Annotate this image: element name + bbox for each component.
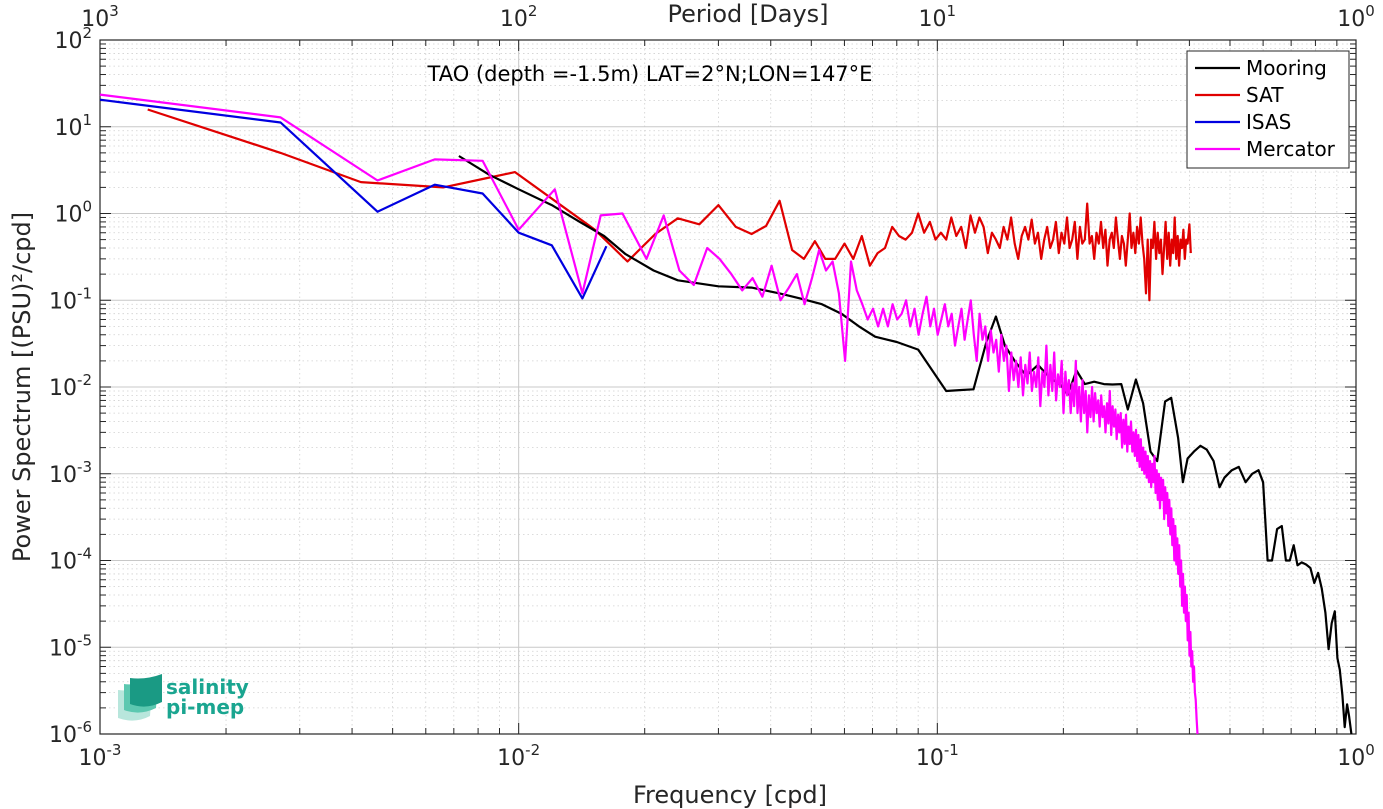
series-line-mooring: [458, 155, 1353, 735]
tick-base: 10: [79, 746, 107, 771]
tick-exponent: -5: [77, 631, 92, 649]
x-tick-label: 100: [1337, 741, 1375, 771]
series-line-mercator: [99, 93, 1199, 735]
y-tick-label: 10-3: [49, 458, 92, 488]
x-tick-label: 10-1: [916, 741, 959, 771]
logo-line-2: pi-mep: [166, 695, 244, 719]
tick-base: 10: [1337, 7, 1365, 32]
y-tick-label: 102: [54, 24, 92, 54]
series-line-sat: [147, 108, 1192, 302]
tick-exponent: 3: [109, 2, 119, 20]
series-layer: [99, 93, 1353, 735]
y-tick-label: 101: [54, 111, 92, 141]
tick-exponent: 1: [947, 2, 957, 20]
legend-label-sat: SAT: [1246, 83, 1284, 107]
tick-exponent: 0: [1365, 741, 1375, 759]
tick-exponent: 0: [82, 198, 92, 216]
y-tick-label: 10-1: [49, 284, 92, 314]
logo-line-1: salinity: [166, 675, 249, 699]
tick-base: 10: [81, 7, 109, 32]
tick-base: 10: [500, 7, 528, 32]
tick-exponent: 1: [82, 111, 92, 129]
tick-base: 10: [919, 7, 947, 32]
tick-base: 10: [49, 550, 77, 575]
tick-base: 10: [54, 29, 82, 54]
salinity-pi-mep-logo: salinity pi-mep: [118, 674, 249, 721]
tick-exponent: -2: [77, 371, 92, 389]
x-tick-label: 10-3: [79, 741, 122, 771]
y-tick-label: 10-2: [49, 371, 92, 401]
tick-exponent: 2: [82, 24, 92, 42]
tick-exponent: -1: [77, 284, 92, 302]
tick-exponent: 0: [1365, 2, 1375, 20]
tick-exponent: -4: [77, 545, 92, 563]
series-line-isas: [99, 98, 608, 300]
legend-label-mercator: Mercator: [1246, 137, 1336, 161]
x-axis-label: Frequency [cpd]: [633, 781, 827, 809]
tick-exponent: -1: [944, 741, 959, 759]
tick-exponent: -3: [107, 741, 122, 759]
y-tick-label: 100: [54, 198, 92, 228]
top-x-tick-label: 100: [1337, 2, 1375, 32]
x-tick-label: 10-2: [497, 741, 540, 771]
tick-exponent: 2: [528, 2, 538, 20]
legend-label-mooring: Mooring: [1246, 56, 1327, 80]
tick-base: 10: [49, 723, 77, 748]
y-tick-label: 10-6: [49, 718, 92, 748]
top-x-tick-label: 103: [81, 2, 119, 32]
top-x-axis-label: Period [Days]: [667, 0, 828, 28]
tick-base: 10: [1337, 746, 1365, 771]
tick-base: 10: [54, 116, 82, 141]
tick-exponent: -3: [77, 458, 92, 476]
y-axis-label: Power Spectrum [(PSU)²/cpd]: [8, 212, 36, 562]
tick-base: 10: [49, 289, 77, 314]
chart-title: TAO (depth =-1.5m) LAT=2°N;LON=147°E: [427, 62, 873, 86]
axis-ticks: [99, 39, 1357, 735]
tick-base: 10: [916, 746, 944, 771]
tick-base: 10: [49, 463, 77, 488]
tick-base: 10: [54, 203, 82, 228]
tick-exponent: -2: [525, 741, 540, 759]
y-tick-label: 10-4: [49, 545, 92, 575]
tick-base: 10: [49, 376, 77, 401]
legend: Mooring SAT ISAS Mercator: [1186, 50, 1350, 169]
top-x-tick-label: 101: [919, 2, 957, 32]
legend-label-isas: ISAS: [1246, 110, 1291, 134]
y-tick-label: 10-5: [49, 631, 92, 661]
top-x-tick-label: 102: [500, 2, 538, 32]
tick-base: 10: [497, 746, 525, 771]
tick-base: 10: [49, 636, 77, 661]
tick-exponent: -6: [77, 718, 92, 736]
wave-logo-icon: [118, 674, 162, 721]
